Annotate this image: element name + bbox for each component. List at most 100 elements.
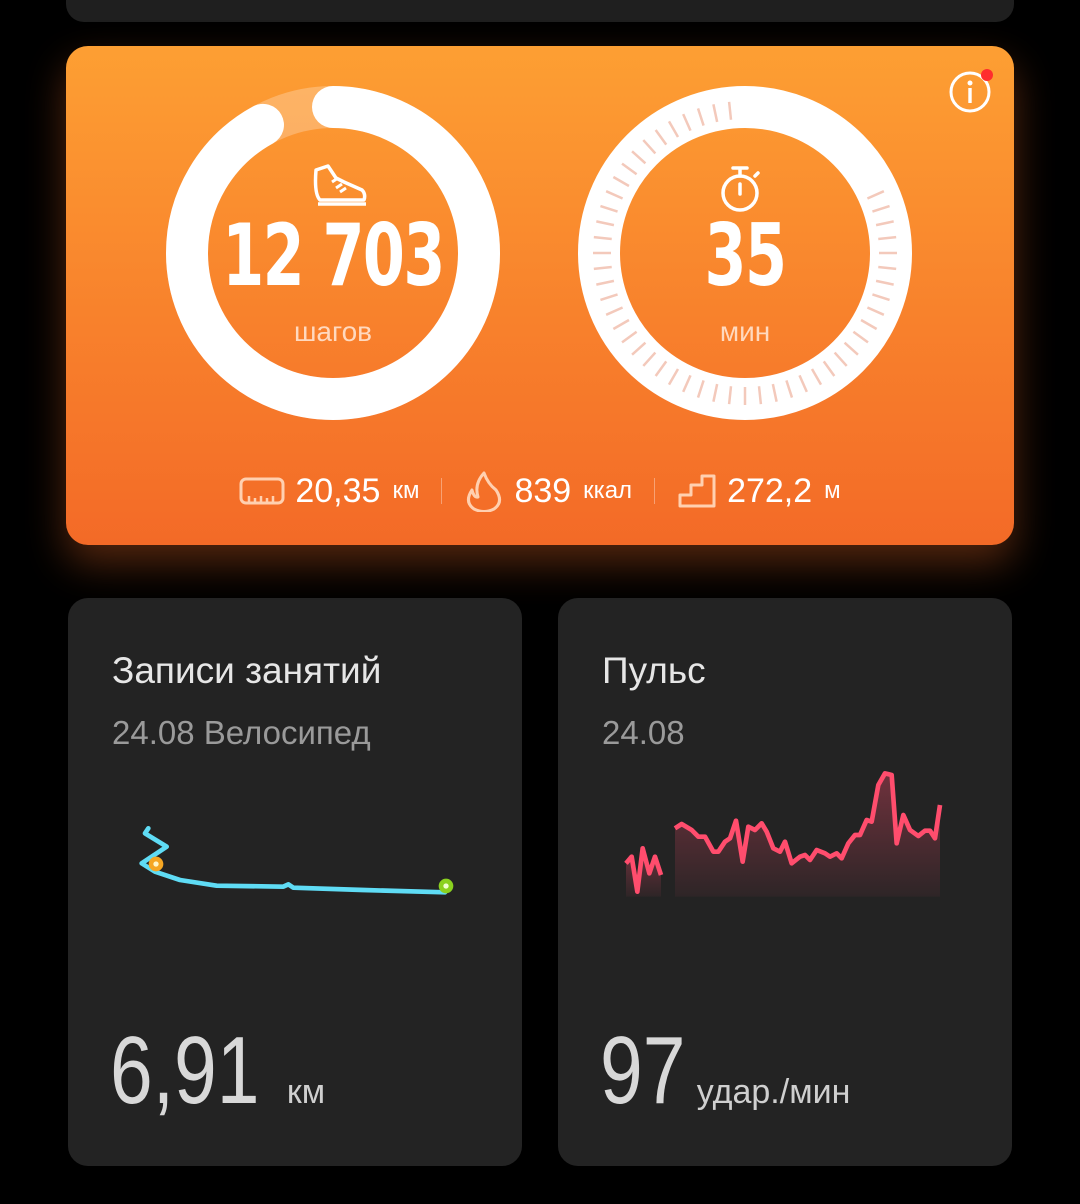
tick-mark <box>612 175 630 188</box>
tick-mark <box>860 175 878 188</box>
tick-mark <box>612 318 630 331</box>
tick-mark <box>852 330 869 344</box>
distance-stat: 20,35 км <box>217 472 441 511</box>
tick-mark <box>631 150 647 165</box>
distance-value: 20,35 <box>295 471 381 510</box>
stats-row: 20,35 км 839 ккал 272,2 м <box>66 466 1014 516</box>
divider <box>441 478 443 504</box>
heart-rate-number: 97 <box>600 1017 686 1124</box>
workout-distance: 6,91 <box>110 1017 260 1124</box>
tick-mark <box>654 360 668 377</box>
steps-ring[interactable] <box>165 85 501 421</box>
tick-mark <box>852 162 869 176</box>
heart-rate-title: Пульс <box>602 650 706 691</box>
tick-mark <box>593 265 612 271</box>
previous-card[interactable] <box>66 0 1014 22</box>
activity-card[interactable]: 12 703 шагов 35 мин 20,35 км 839 ккал 272,… <box>66 46 1014 545</box>
calories-unit: ккал <box>583 477 633 504</box>
tick-mark <box>810 120 823 138</box>
tick-mark <box>600 293 618 302</box>
tick-mark <box>843 341 859 356</box>
tick-mark <box>727 386 733 405</box>
tick-mark <box>642 351 657 367</box>
steps-unit: шагов <box>293 316 373 347</box>
tick-mark <box>605 190 624 200</box>
heart-rate-line <box>673 771 943 866</box>
tick-mark <box>596 279 615 286</box>
tick-mark <box>696 380 705 398</box>
tick-mark <box>757 386 763 405</box>
active-time-unit: мин <box>719 316 771 347</box>
workouts-title: Записи занятий <box>112 650 382 691</box>
tick-mark <box>600 204 618 213</box>
tick-mark <box>696 108 705 126</box>
flame-icon <box>467 471 502 512</box>
tick-mark <box>771 383 778 402</box>
tick-mark <box>596 220 615 227</box>
tick-mark <box>727 101 733 120</box>
tick-mark <box>798 113 808 132</box>
steps-value: 12 703 <box>222 206 445 306</box>
tick-mark <box>621 162 638 176</box>
heart-rate-subtitle: 24.08 <box>602 714 685 751</box>
tick-mark <box>872 293 890 302</box>
tick-mark <box>667 368 680 386</box>
tick-mark <box>833 351 848 367</box>
elevation-stat: 272,2 м <box>655 472 863 511</box>
tick-mark <box>875 220 894 227</box>
tick-mark <box>712 383 719 402</box>
workouts-card[interactable]: Записи занятий 24.08 Велосипед 6,91 км <box>68 598 522 1166</box>
tick-mark <box>875 279 894 286</box>
calories-stat: 839 ккал <box>442 470 654 512</box>
tick-mark <box>712 104 719 123</box>
tick-mark <box>771 104 778 123</box>
tick-mark <box>621 330 638 344</box>
workouts-value: 6,91 км <box>110 1016 325 1126</box>
tick-mark <box>833 139 848 155</box>
tick-mark <box>593 235 612 241</box>
notification-dot <box>981 69 993 81</box>
tick-mark <box>682 113 692 132</box>
route-line <box>139 826 448 895</box>
tick-mark <box>785 108 794 126</box>
divider <box>654 478 656 504</box>
elevation-value: 272,2 <box>727 471 813 510</box>
distance-unit: км <box>392 477 420 504</box>
workout-distance-unit: км <box>286 1073 326 1111</box>
heart-rate-card[interactable]: Пульс 24.08 97 удар./мин <box>558 598 1012 1166</box>
tick-mark <box>872 204 890 213</box>
heart-rate-sparkline <box>624 771 943 897</box>
stopwatch-icon <box>721 166 760 212</box>
tick-mark <box>654 129 668 146</box>
tick-mark <box>866 306 885 316</box>
heart-rate-line <box>624 846 664 894</box>
route-map <box>139 826 454 895</box>
heart-rate-value: 97 удар./мин <box>600 1016 850 1126</box>
active-time-ring[interactable] <box>577 85 913 421</box>
tick-mark <box>866 190 885 200</box>
tick-mark <box>878 265 897 271</box>
tick-mark <box>798 374 808 393</box>
tick-mark <box>860 318 878 331</box>
ruler-icon <box>239 477 285 505</box>
tick-mark <box>757 101 763 120</box>
sneaker-icon <box>313 164 367 206</box>
active-time-value: 35 <box>704 206 787 306</box>
stairs-icon <box>678 474 716 508</box>
tick-mark <box>843 150 859 165</box>
tick-mark <box>822 129 836 146</box>
tick-mark <box>682 374 692 393</box>
tick-mark <box>642 139 657 155</box>
calories-value: 839 <box>514 471 572 510</box>
info-icon[interactable] <box>948 68 994 114</box>
tick-mark <box>631 341 647 356</box>
heart-rate-unit: удар./мин <box>696 1073 851 1111</box>
tick-mark <box>810 368 823 386</box>
tick-mark <box>785 380 794 398</box>
tick-mark <box>605 306 624 316</box>
elevation-unit: м <box>824 477 841 504</box>
tick-mark <box>667 120 680 138</box>
tick-mark <box>822 360 836 377</box>
tick-mark <box>878 235 897 241</box>
workouts-subtitle: 24.08 Велосипед <box>112 714 371 751</box>
